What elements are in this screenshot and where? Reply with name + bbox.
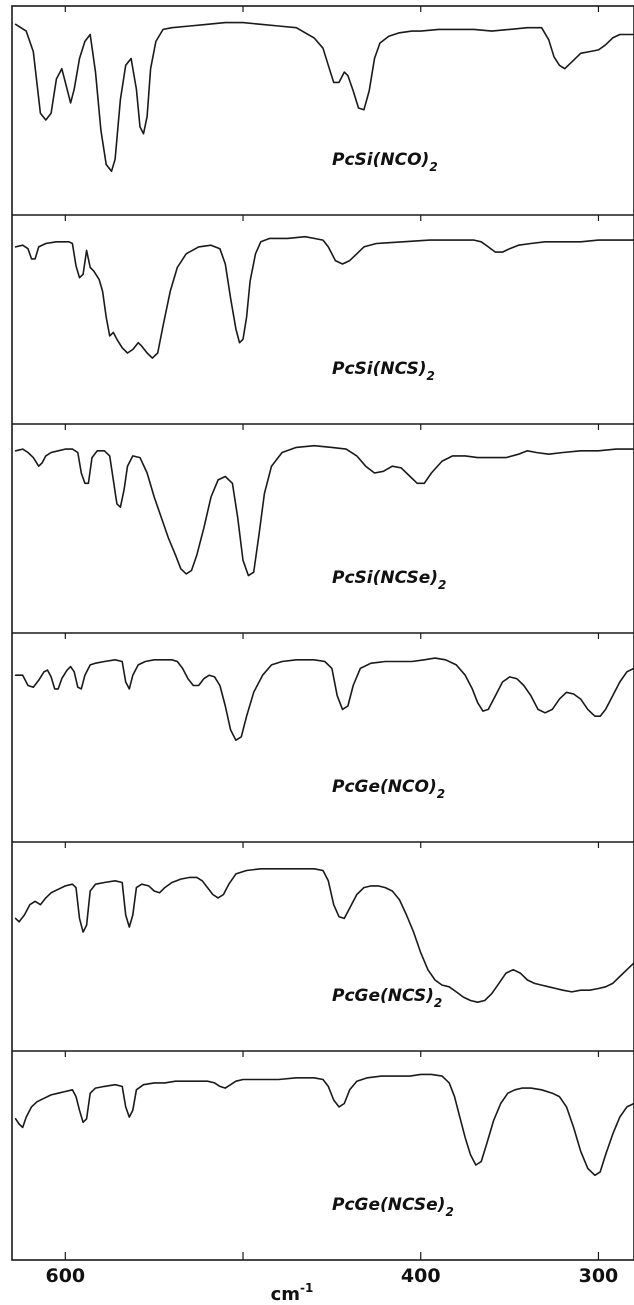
panel-label: PcGe(NCO)2 xyxy=(332,777,445,801)
x-axis-ticks xyxy=(64,1252,600,1260)
panel-label: PcGe(NCSe)2 xyxy=(332,1195,454,1219)
spectrum-trace xyxy=(14,657,634,741)
tick-label: 600 xyxy=(45,1265,85,1287)
x-axis-tick-labels: 600 400 300 xyxy=(45,1265,618,1287)
spectrum-panel: PcSi(NCO)2 xyxy=(12,6,634,216)
spectrum-trace xyxy=(14,21,634,173)
spectrum-panel: PcGe(NCO)2 xyxy=(12,633,634,843)
tick-label: 300 xyxy=(579,1265,619,1287)
panel-label: PcSi(NCS)2 xyxy=(332,359,435,383)
spectra-panels: PcSi(NCO)2 PcSi(NCS)2 PcSi(NCSe)2 PcGe(NCO)… xyxy=(11,5,634,1261)
spectrum-trace xyxy=(14,235,634,359)
spectrum-trace xyxy=(14,444,634,577)
panel-label: PcGe(NCS)2 xyxy=(332,986,442,1010)
spectrum-trace xyxy=(14,868,634,1003)
panel-label: PcSi(NCO)2 xyxy=(332,150,438,174)
spectrum-panel: PcSi(NCSe)2 xyxy=(12,424,634,634)
spectrum-panel: PcGe(NCS)2 xyxy=(12,842,634,1052)
x-axis-label: cm-1 xyxy=(271,1281,314,1305)
spectrum-panel: PcGe(NCSe)2 xyxy=(14,1051,634,1219)
spectrum-trace xyxy=(14,1073,634,1177)
panel-label: PcSi(NCSe)2 xyxy=(332,568,446,592)
spectrum-panel: PcSi(NCS)2 xyxy=(12,215,634,425)
tick-label: 400 xyxy=(401,1265,441,1287)
